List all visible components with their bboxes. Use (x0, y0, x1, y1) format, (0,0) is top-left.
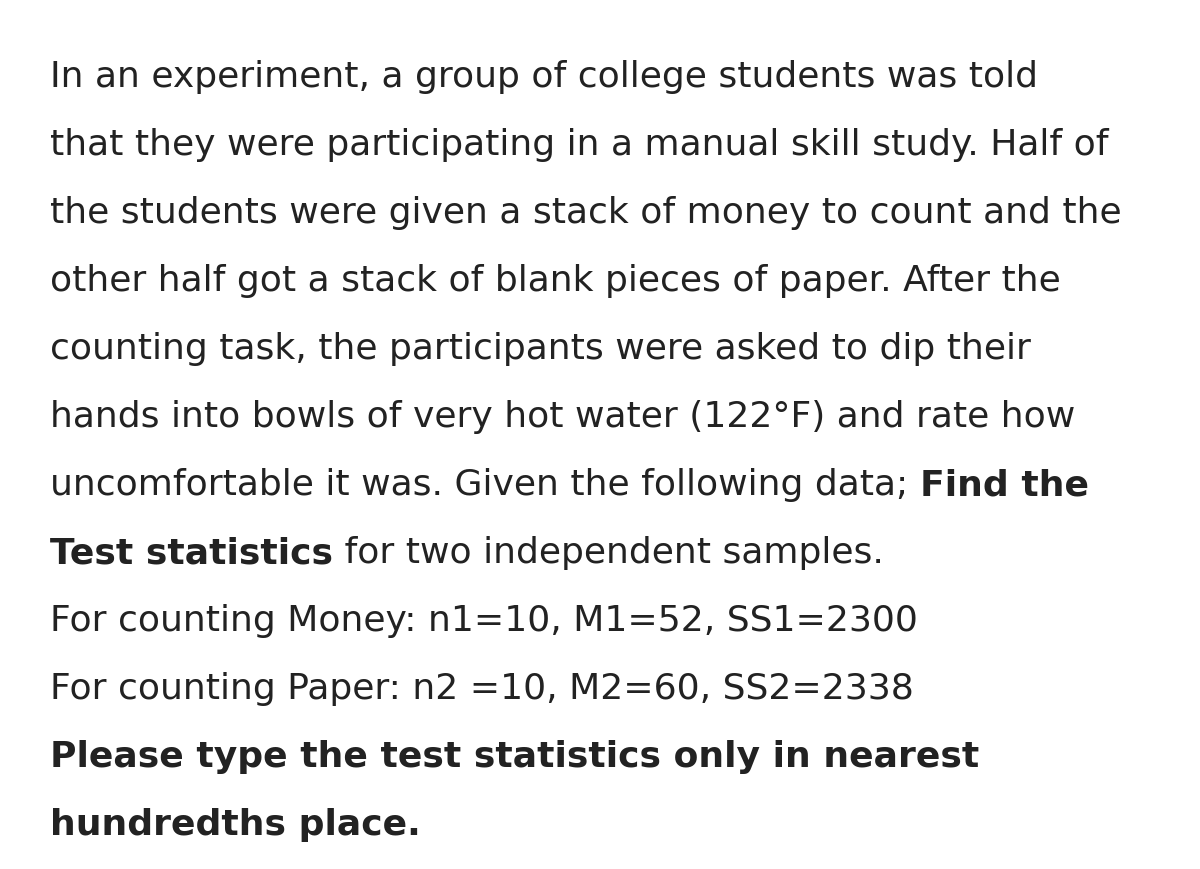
Text: Find the: Find the (919, 468, 1088, 501)
Text: hands into bowls of very hot water (122°F) and rate how: hands into bowls of very hot water (122°… (50, 400, 1075, 434)
Text: for two independent samples.: for two independent samples. (334, 535, 884, 569)
Text: the students were given a stack of money to count and the: the students were given a stack of money… (50, 196, 1122, 229)
Text: that they were participating in a manual skill study. Half of: that they were participating in a manual… (50, 128, 1109, 162)
Text: For counting Money: n1=10, M1=52, SS1=2300: For counting Money: n1=10, M1=52, SS1=23… (50, 603, 918, 637)
Text: uncomfortable it was. Given the following data;: uncomfortable it was. Given the followin… (50, 468, 919, 501)
Text: counting task, the participants were asked to dip their: counting task, the participants were ask… (50, 332, 1031, 366)
Text: Please type the test statistics only in nearest: Please type the test statistics only in … (50, 740, 979, 773)
Text: For counting Paper: n2 =10, M2=60, SS2=2338: For counting Paper: n2 =10, M2=60, SS2=2… (50, 671, 914, 705)
Text: In an experiment, a group of college students was told: In an experiment, a group of college stu… (50, 60, 1038, 94)
Text: other half got a stack of blank pieces of paper. After the: other half got a stack of blank pieces o… (50, 263, 1061, 298)
Text: Test statistics: Test statistics (50, 535, 334, 569)
Text: hundredths place.: hundredths place. (50, 807, 421, 841)
